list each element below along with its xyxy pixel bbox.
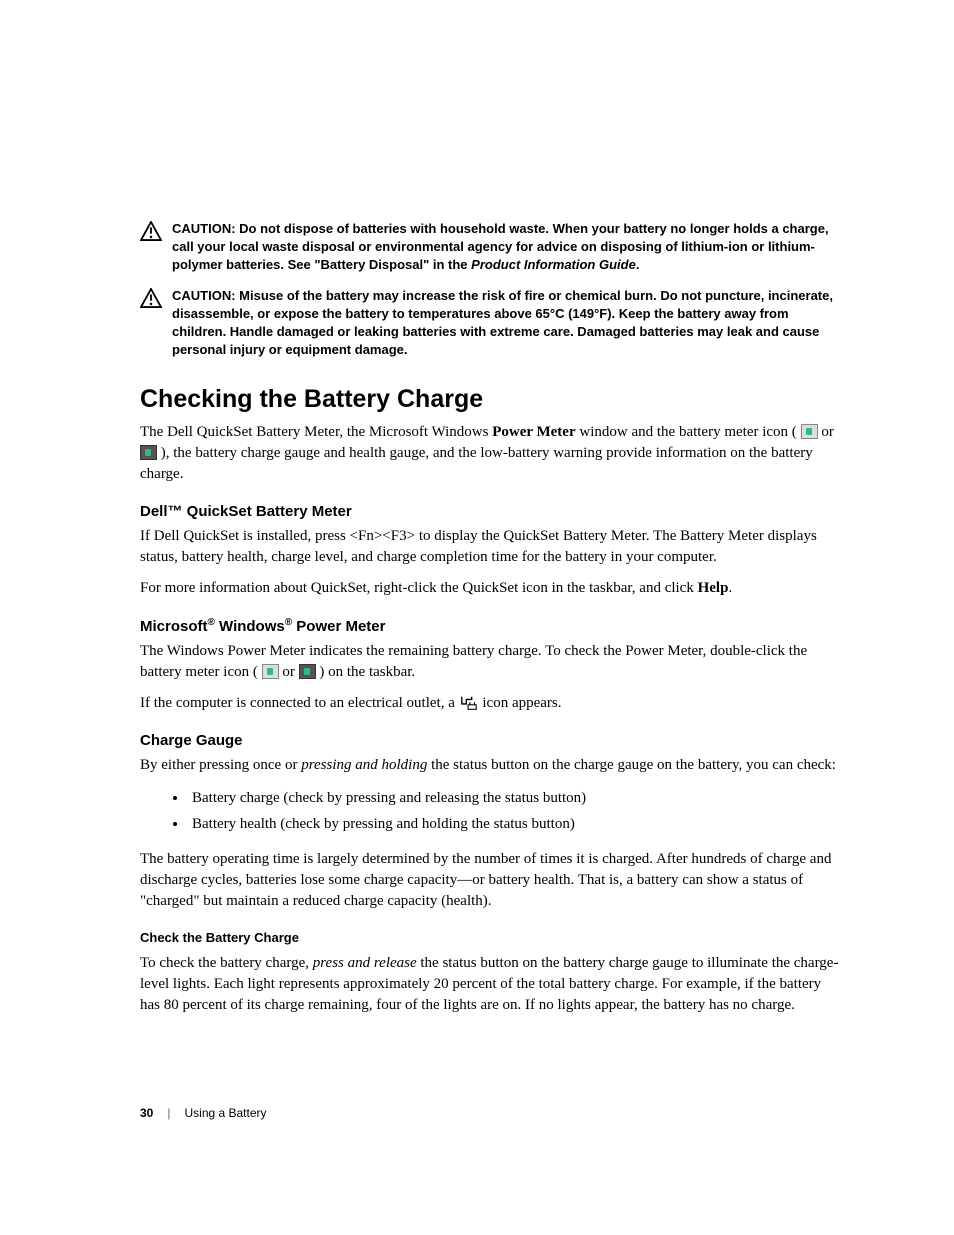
- text: window and the battery meter icon (: [576, 424, 801, 440]
- text: Microsoft: [140, 618, 208, 635]
- text: Windows: [215, 618, 285, 635]
- footer-section: Using a Battery: [184, 1106, 266, 1120]
- text: ) on the taskbar.: [316, 664, 416, 680]
- paragraph: By either pressing once or pressing and …: [140, 755, 844, 776]
- caution-italic: Product Information Guide: [471, 257, 636, 272]
- caution-block: CAUTION: Misuse of the battery may incre…: [140, 287, 844, 360]
- text: For more information about QuickSet, rig…: [140, 580, 698, 596]
- caution-text: CAUTION: Do not dispose of batteries wit…: [172, 220, 844, 275]
- heading-1: Checking the Battery Charge: [140, 385, 844, 414]
- text-bold: Power Meter: [492, 424, 575, 440]
- intro-paragraph: The Dell QuickSet Battery Meter, the Mic…: [140, 422, 844, 485]
- text: icon appears.: [479, 695, 562, 711]
- text: Battery health (check by pressing and: [192, 816, 422, 832]
- caution-text: CAUTION: Misuse of the battery may incre…: [172, 287, 844, 360]
- heading-2-windows: Microsoft® Windows® Power Meter: [140, 617, 844, 635]
- paragraph: To check the battery charge, press and r…: [140, 953, 844, 1016]
- text: the status button on the charge gauge on…: [427, 757, 836, 773]
- text: the status button): [479, 790, 586, 806]
- reg-mark: ®: [285, 617, 292, 628]
- text: If the computer is connected to an elect…: [140, 695, 459, 711]
- paragraph: The battery operating time is largely de…: [140, 849, 844, 912]
- text-italic: pressing and holding: [301, 757, 427, 773]
- text: or: [818, 424, 834, 440]
- list-item: Battery health (check by pressing and ho…: [188, 812, 844, 838]
- page-number: 30: [140, 1106, 153, 1120]
- footer-separator: |: [167, 1106, 170, 1120]
- heading-3-check-charge: Check the Battery Charge: [140, 930, 844, 945]
- battery-tray-icon: [801, 424, 818, 439]
- heading-2-charge-gauge: Charge Gauge: [140, 732, 844, 749]
- text-italic: releasing: [425, 790, 479, 806]
- paragraph: The Windows Power Meter indicates the re…: [140, 641, 844, 683]
- text: ), the battery charge gauge and health g…: [140, 445, 813, 482]
- warning-triangle-icon: [140, 288, 162, 308]
- warning-triangle-icon: [140, 221, 162, 241]
- paragraph: If the computer is connected to an elect…: [140, 693, 844, 714]
- heading-2-quickset: Dell™ QuickSet Battery Meter: [140, 503, 844, 520]
- text-italic: press and release: [313, 955, 417, 971]
- caution-body-b: .: [636, 257, 640, 272]
- caution-label: CAUTION:: [172, 288, 236, 303]
- reg-mark: ®: [208, 617, 215, 628]
- list-item: Battery charge (check by pressing and re…: [188, 786, 844, 812]
- text: Battery charge (check by pressing and: [192, 790, 425, 806]
- text: .: [728, 580, 732, 596]
- caution-label: CAUTION:: [172, 221, 236, 236]
- page: CAUTION: Do not dispose of batteries wit…: [0, 0, 954, 1180]
- paragraph: For more information about QuickSet, rig…: [140, 578, 844, 599]
- text: To check the battery charge,: [140, 955, 313, 971]
- text: the status button): [468, 816, 575, 832]
- text: The Dell QuickSet Battery Meter, the Mic…: [140, 424, 492, 440]
- text: or: [279, 664, 299, 680]
- text: By either pressing once or: [140, 757, 301, 773]
- battery-tray-icon: [262, 664, 279, 679]
- caution-block: CAUTION: Do not dispose of batteries wit…: [140, 220, 844, 275]
- battery-tray-dark-icon: [299, 664, 316, 679]
- battery-tray-dark-icon: [140, 445, 157, 460]
- paragraph: If Dell QuickSet is installed, press <Fn…: [140, 526, 844, 568]
- page-footer: 30 | Using a Battery: [140, 1106, 844, 1120]
- text: Power Meter: [292, 618, 385, 635]
- bullet-list: Battery charge (check by pressing and re…: [140, 786, 844, 837]
- text-italic: holding: [422, 816, 468, 832]
- plug-icon: [459, 694, 479, 712]
- caution-body-a: Misuse of the battery may increase the r…: [172, 288, 833, 358]
- text: The Windows Power Meter indicates the re…: [140, 643, 807, 680]
- text-bold: Help: [698, 580, 729, 596]
